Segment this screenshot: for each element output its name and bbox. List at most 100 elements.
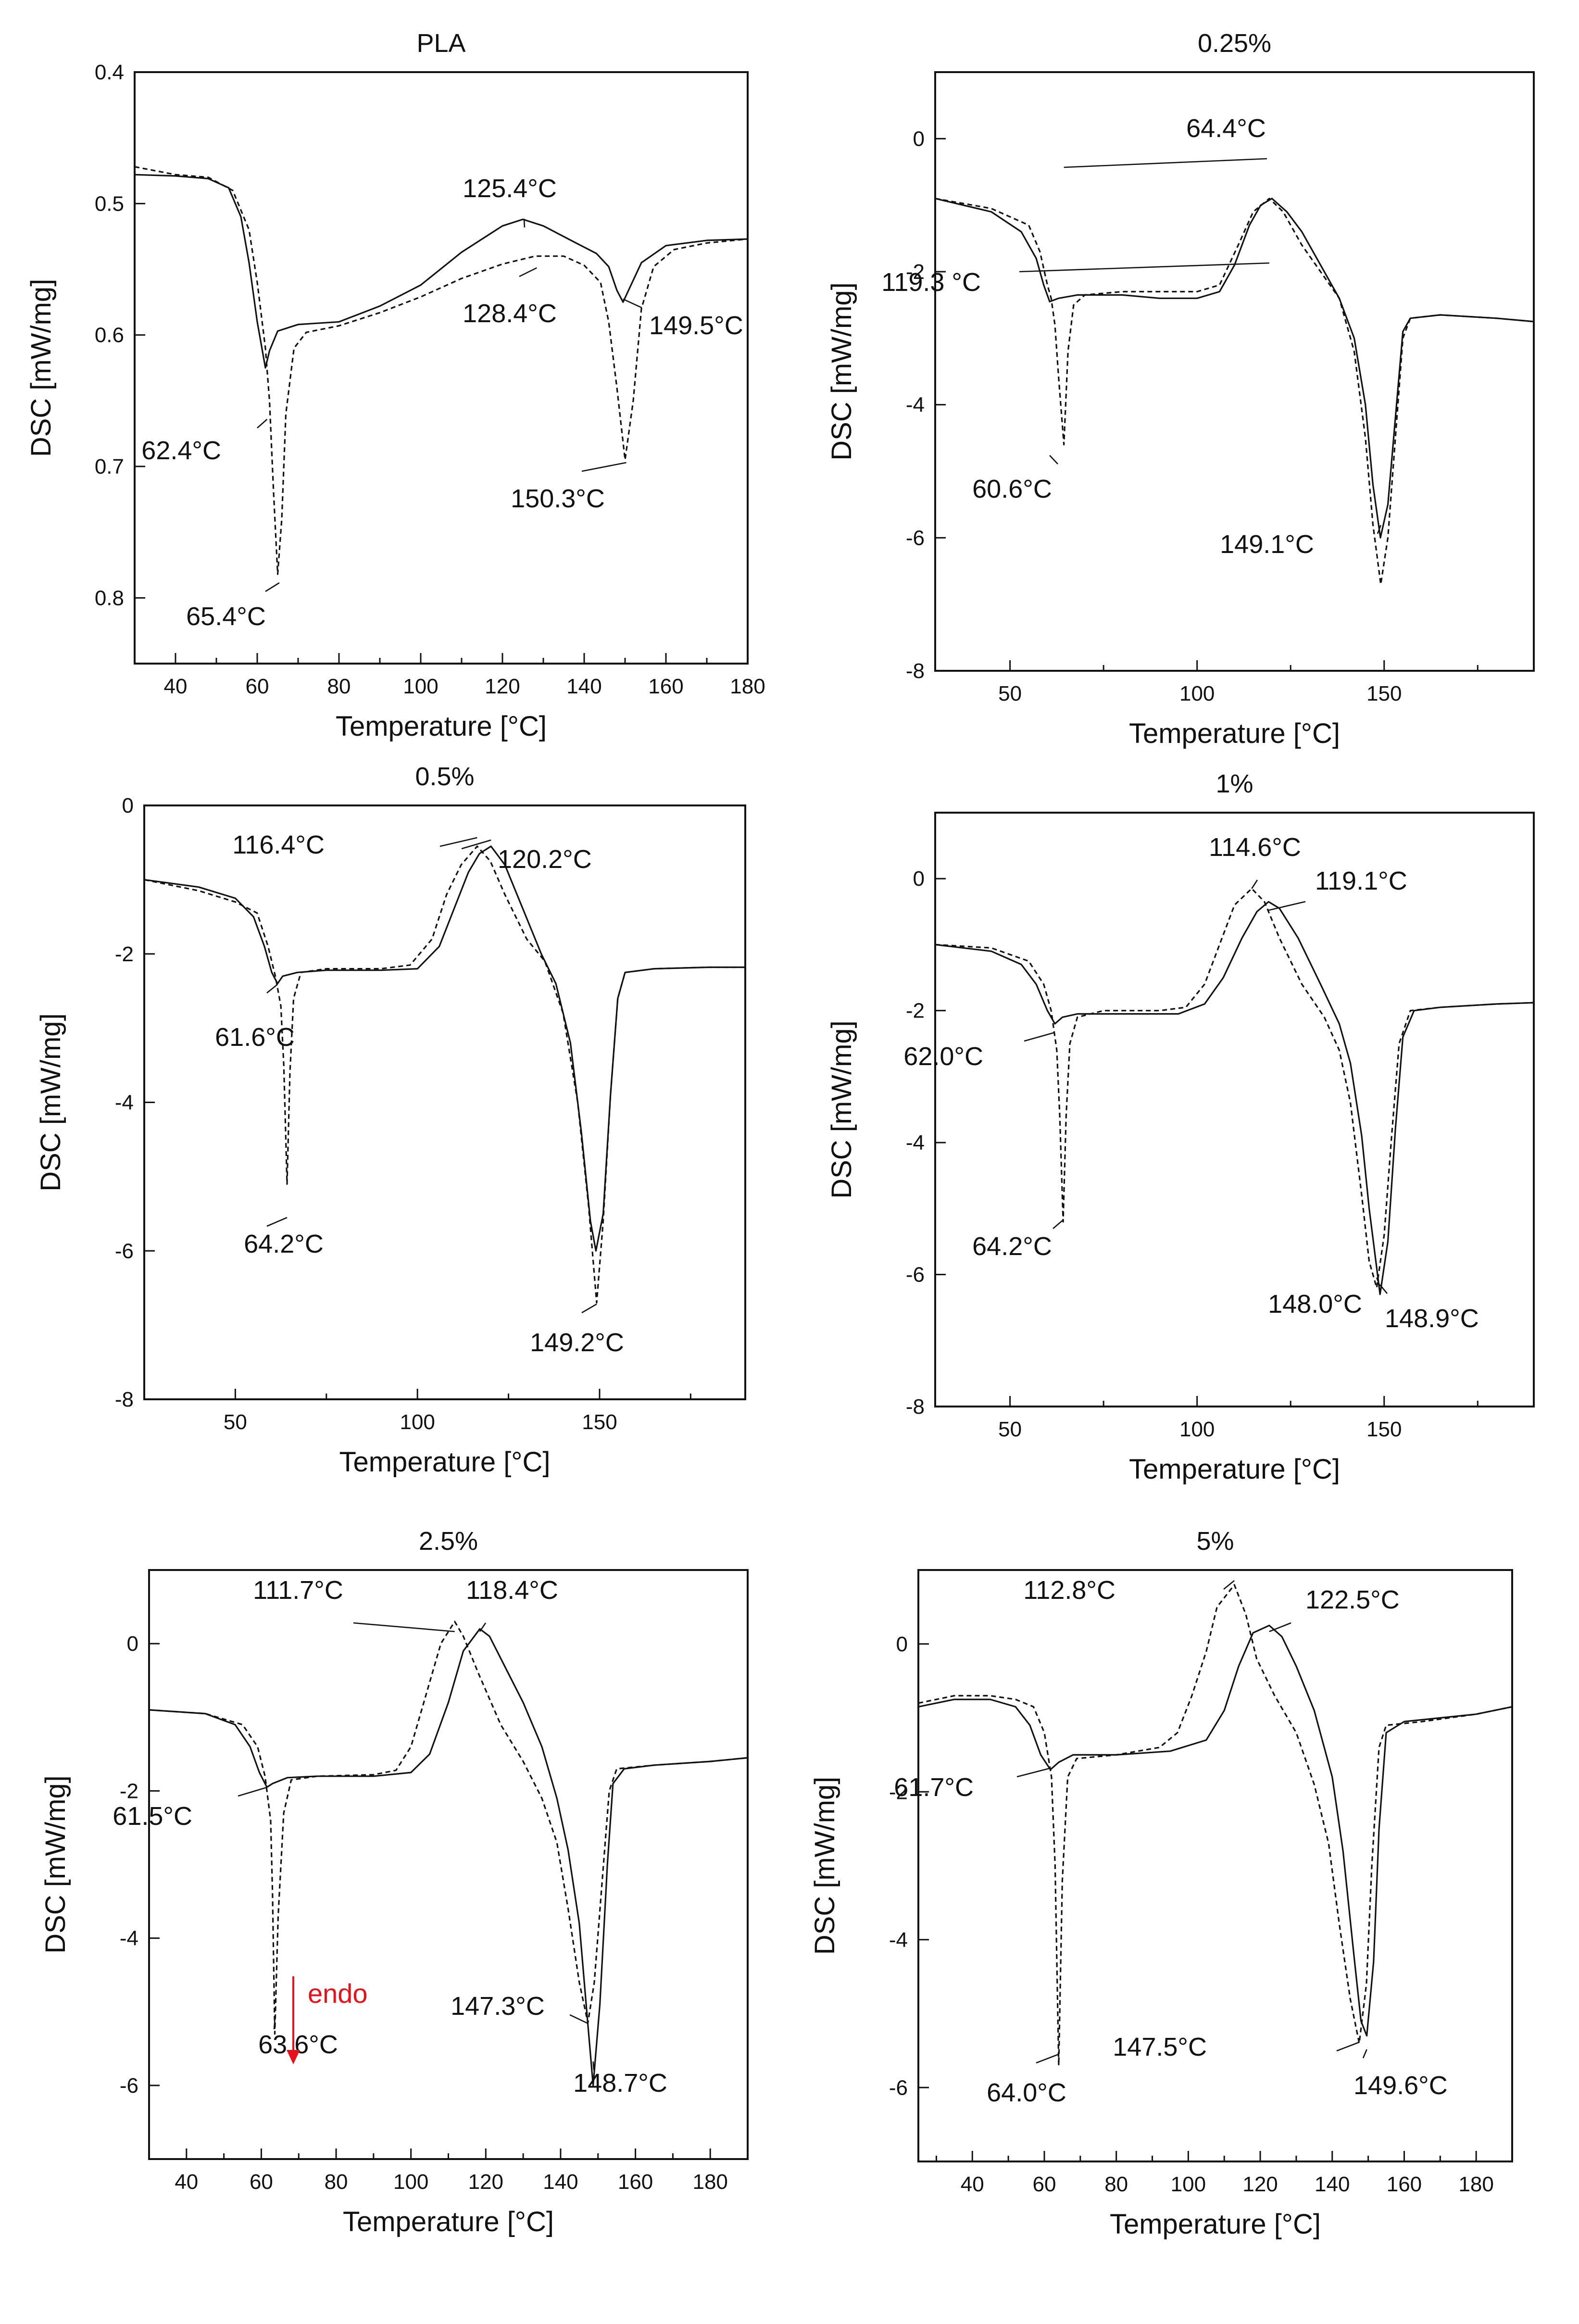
peak-leader-line <box>1376 1277 1381 1287</box>
peak-label: 125.4°C <box>463 174 557 203</box>
dsc-panel-1: 50 100 150 -8 -6 -4 -2 0 0.25% Temperature [°C] DS… <box>826 29 1535 749</box>
y-tick-label: 0 <box>122 794 134 817</box>
x-tick-label: 60 <box>246 675 269 698</box>
y-tick-label: -2 <box>906 260 925 284</box>
chart-title: PLA <box>416 29 465 58</box>
x-tick-label: 160 <box>1387 2173 1422 2196</box>
peak-label: 119.1°C <box>1315 867 1407 895</box>
peak-leader-line <box>266 983 278 994</box>
x-tick-label: 160 <box>618 2170 653 2194</box>
x-tick-label: 180 <box>692 2170 727 2194</box>
y-tick-label: -2 <box>115 942 134 966</box>
peak-label: 112.8°C <box>1023 1576 1115 1605</box>
peak-label: 114.6°C <box>1209 833 1301 862</box>
x-tick-label: 40 <box>164 675 188 698</box>
y-tick-label: -4 <box>120 1927 138 1950</box>
plot-frame <box>143 804 746 1400</box>
x-tick-label: 100 <box>1179 682 1215 705</box>
y-tick-label: -4 <box>889 1928 908 1952</box>
x-tick-label: 100 <box>1171 2173 1206 2196</box>
y-axis-label: DSC [mW/mg] <box>40 1775 71 1954</box>
y-tick-label: -6 <box>906 1263 925 1287</box>
y-tick-label: 0.6 <box>95 324 124 347</box>
x-tick-label: 150 <box>1366 682 1402 705</box>
series-line-1 <box>935 198 1534 539</box>
dsc-panel-4: 40 60 80 100 120 140 160 180 -6 -4 -2 0 2.5% Temperat… <box>40 1527 749 2237</box>
peak-leader-line <box>1362 2049 1367 2059</box>
y-tick-label: -6 <box>115 1239 134 1263</box>
peak-leader-line <box>1049 455 1058 465</box>
y-tick-label: -6 <box>906 526 925 550</box>
x-tick-label: 100 <box>400 1410 435 1434</box>
peak-leader-line <box>461 839 491 850</box>
x-axis-label: Temperature [°C] <box>1129 1454 1340 1485</box>
series-line-0 <box>144 845 745 1304</box>
y-tick-label: -2 <box>906 999 925 1023</box>
x-tick-label: 120 <box>1242 2173 1278 2196</box>
y-tick-label: -6 <box>120 2074 138 2098</box>
x-tick-label: 120 <box>485 675 520 698</box>
series-line-1 <box>149 1628 748 2086</box>
peak-label: 64.2°C <box>972 1232 1052 1261</box>
y-axis-label: DSC [mW/mg] <box>25 279 57 457</box>
x-axis-label: Temperature [°C] <box>336 711 547 742</box>
x-tick-label: 180 <box>1458 2173 1493 2196</box>
peak-label: 64.2°C <box>244 1230 324 1258</box>
dsc-panel-5: 40 60 80 100 120 140 160 180 -6 -4 -2 0 5% Temperatur… <box>809 1527 1513 2240</box>
series-line-0 <box>918 1584 1513 2066</box>
x-tick-label: 80 <box>1104 2173 1128 2196</box>
peak-label: 128.4°C <box>463 299 557 328</box>
y-axis-label: DSC [mW/mg] <box>826 282 857 461</box>
series-line-0 <box>935 888 1534 1289</box>
dsc-panel-3: 50 100 150 -8 -6 -4 -2 0 1% Temperature [°C] DSC [… <box>826 769 1535 1485</box>
peak-leader-line <box>1269 1622 1291 1633</box>
peak-label: 61.6°C <box>215 1023 295 1052</box>
x-axis-label: Temperature [°C] <box>343 2206 554 2237</box>
peak-label: 63.6°C <box>258 2030 338 2059</box>
x-tick-label: 40 <box>175 2170 198 2194</box>
peak-leader-line <box>519 267 537 277</box>
peak-leader-line <box>1064 158 1267 168</box>
y-tick-label: 0 <box>913 867 925 891</box>
y-tick-label: 0.7 <box>95 455 124 478</box>
y-tick-label: 0 <box>896 1633 908 1656</box>
peak-label: 65.4°C <box>186 602 266 631</box>
x-tick-label: 60 <box>250 2170 273 2194</box>
y-tick-label: -2 <box>889 1780 908 1804</box>
x-tick-label: 140 <box>543 2170 578 2194</box>
peak-leader-line <box>1268 901 1306 911</box>
y-tick-label: 0 <box>913 127 925 151</box>
peak-label: 116.4°C <box>232 830 325 859</box>
peak-leader-line <box>523 218 526 228</box>
peak-label: 120.2°C <box>498 845 592 874</box>
peak-label: 147.5°C <box>1113 2033 1207 2061</box>
peak-leader-line <box>1251 879 1258 889</box>
peak-leader-line <box>266 1217 288 1227</box>
plot-frame <box>934 71 1535 672</box>
peak-label: 150.3°C <box>511 484 605 513</box>
peak-label: 149.2°C <box>530 1328 624 1357</box>
peak-leader-line <box>439 837 477 847</box>
y-tick-label: 0.5 <box>95 192 124 215</box>
y-tick-label: -4 <box>906 393 925 417</box>
peak-label: 61.7°C <box>894 1773 974 1802</box>
peak-leader-line <box>623 298 642 309</box>
dsc-panel-2: 50 100 150 -8 -6 -4 -2 0 0.5% Temperature [°C] DSC… <box>35 762 746 1478</box>
x-tick-label: 150 <box>582 1410 617 1434</box>
x-tick-label: 80 <box>325 2170 348 2194</box>
plot-frame <box>917 1569 1513 2162</box>
y-tick-label: -6 <box>889 2076 908 2099</box>
peak-label: 148.0°C <box>1268 1290 1362 1319</box>
peak-label: 148.7°C <box>573 2069 667 2098</box>
peak-label: 62.0°C <box>903 1042 983 1071</box>
peak-leader-line <box>238 1786 267 1797</box>
series-line-0 <box>134 166 748 575</box>
y-tick-label: -4 <box>115 1091 134 1115</box>
x-tick-label: 100 <box>393 2170 428 2194</box>
x-tick-label: 60 <box>1032 2173 1056 2196</box>
peak-label: 149.6°C <box>1353 2071 1448 2100</box>
y-axis-label: DSC [mW/mg] <box>809 1777 840 1955</box>
peak-leader-line <box>257 419 268 428</box>
peak-label: 122.5°C <box>1305 1585 1400 1614</box>
x-tick-label: 100 <box>403 675 438 698</box>
